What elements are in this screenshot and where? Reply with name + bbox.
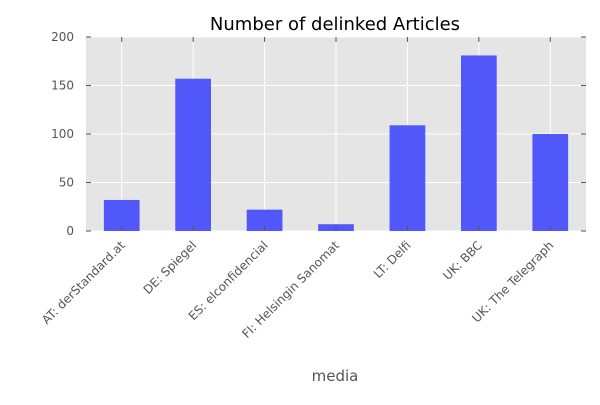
axis-ticks — [86, 36, 586, 232]
x-tick-label: ES: elconfidencial — [186, 238, 271, 323]
bar — [175, 78, 211, 232]
x-tick-label: AT: derStandard.at — [39, 238, 128, 327]
x-tick-label: UK: BBC — [440, 238, 485, 283]
bar — [461, 55, 497, 232]
x-tick-label: DE: Spiegel — [141, 238, 200, 297]
y-tick-label: 0 — [66, 224, 74, 238]
x-tick-label: UK: The Telegraph — [469, 238, 556, 325]
bar — [532, 134, 569, 231]
y-tick-label: 150 — [51, 79, 74, 93]
chart-title: Number of delinked Articles — [210, 14, 460, 35]
bar — [246, 209, 283, 231]
x-tick-label: LT: Delfi — [371, 238, 414, 281]
y-tick-label: 50 — [59, 176, 74, 190]
y-tick-label: 100 — [51, 127, 74, 141]
y-tick-label: 200 — [51, 30, 74, 44]
bar — [389, 125, 426, 231]
y-axis-tick-labels: 0 50 100 150 200 — [51, 30, 74, 238]
bar — [103, 199, 140, 231]
x-axis-label: media — [312, 367, 359, 385]
